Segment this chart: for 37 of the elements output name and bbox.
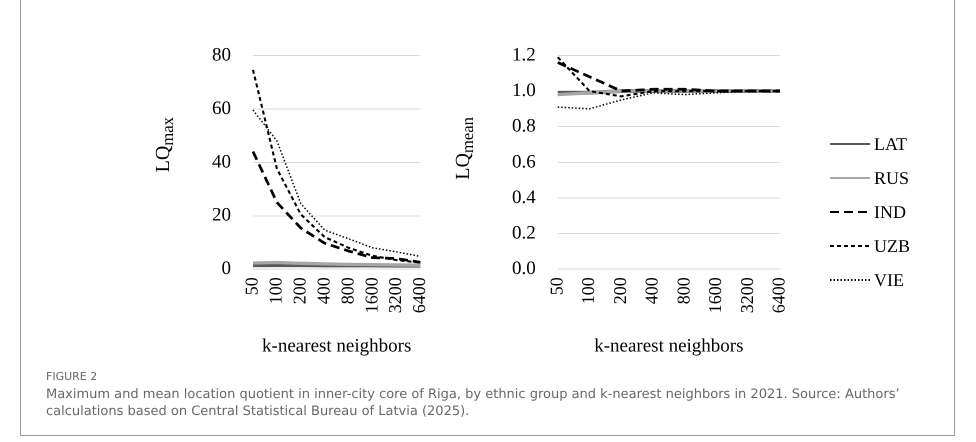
- x-tick-label: 800: [337, 277, 358, 304]
- x-tick-label: 6400: [409, 277, 430, 314]
- y-tick-label: 0.0: [512, 258, 536, 280]
- y-tick-label: 80: [212, 44, 231, 66]
- y-tick-label: 40: [212, 151, 231, 172]
- y-tick-label: 20: [212, 204, 231, 226]
- x-tick-label: 200: [610, 277, 630, 304]
- x-tick-label: 3200: [385, 277, 406, 314]
- x-tick-label: 3200: [736, 277, 757, 314]
- x-tick-label: 1600: [705, 277, 726, 314]
- x-axis-title: k-nearest neighbors: [594, 336, 744, 357]
- y-tick-label: 0.6: [512, 151, 536, 172]
- x-tick-label: 1600: [361, 277, 382, 314]
- x-tick-label: 6400: [768, 277, 789, 314]
- y-tick-label: 1.2: [512, 44, 536, 66]
- text: Maximum and mean location quotient in inner-city core of Riga, by ethnic group and k-nearest neighbors in 2021. Source: Authors’ calculations based on Central Statistical Bureau of Latvia (2025).: [46, 386, 901, 420]
- y-tick-label: 60: [212, 98, 231, 119]
- y-tick-label: 0.4: [512, 186, 536, 208]
- legend-label: RUS: [874, 168, 910, 188]
- legend-label: UZB: [874, 236, 910, 256]
- x-tick-label: 800: [673, 277, 694, 304]
- x-axis-title: k-nearest neighbors: [262, 336, 412, 357]
- y-tick-label: 1.0: [512, 80, 536, 102]
- x-tick-label: 400: [642, 277, 662, 304]
- legend-label: LAT: [874, 134, 907, 154]
- caption: FIGURE 2: [46, 370, 98, 383]
- x-tick-label: 50: [546, 277, 566, 296]
- y-tick-label: 0.8: [512, 116, 536, 137]
- x-tick-label: 400: [313, 277, 334, 304]
- x-tick-label: 200: [290, 277, 310, 304]
- legend-label: IND: [874, 202, 906, 222]
- x-tick-label: 50: [242, 277, 262, 296]
- x-tick-label: 100: [578, 277, 598, 304]
- legend-label: VIE: [874, 270, 904, 290]
- y-tick-label: 0: [222, 258, 231, 280]
- x-tick-label: 100: [266, 277, 286, 304]
- y-tick-label: 0.2: [512, 222, 536, 244]
